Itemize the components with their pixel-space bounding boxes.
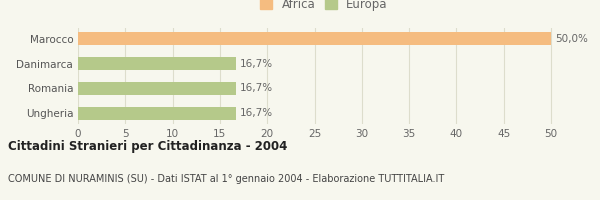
Text: 16,7%: 16,7% xyxy=(240,59,273,69)
Text: 16,7%: 16,7% xyxy=(240,108,273,118)
Text: COMUNE DI NURAMINIS (SU) - Dati ISTAT al 1° gennaio 2004 - Elaborazione TUTTITAL: COMUNE DI NURAMINIS (SU) - Dati ISTAT al… xyxy=(8,174,444,184)
Legend: Africa, Europa: Africa, Europa xyxy=(256,0,392,16)
Text: Cittadini Stranieri per Cittadinanza - 2004: Cittadini Stranieri per Cittadinanza - 2… xyxy=(8,140,287,153)
Text: 16,7%: 16,7% xyxy=(240,83,273,93)
Bar xyxy=(78,82,236,95)
Text: 50,0%: 50,0% xyxy=(555,34,588,44)
Bar xyxy=(78,57,236,70)
Bar xyxy=(78,107,236,120)
Bar xyxy=(78,32,551,45)
